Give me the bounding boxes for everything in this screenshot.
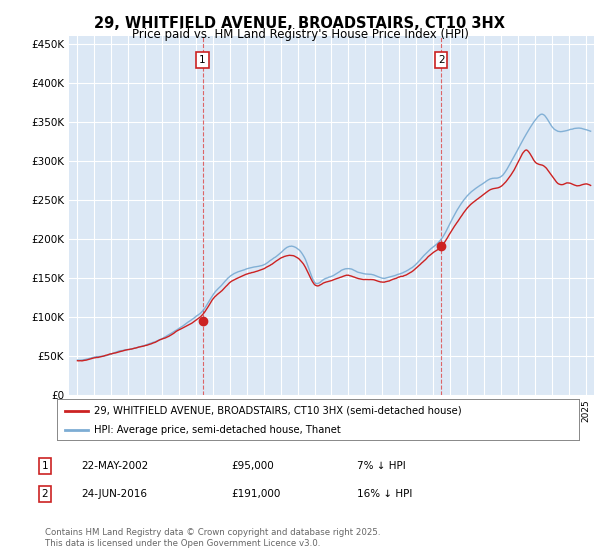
Text: Price paid vs. HM Land Registry's House Price Index (HPI): Price paid vs. HM Land Registry's House … — [131, 28, 469, 41]
Text: 29, WHITFIELD AVENUE, BROADSTAIRS, CT10 3HX (semi-detached house): 29, WHITFIELD AVENUE, BROADSTAIRS, CT10 … — [94, 405, 461, 416]
Text: 1: 1 — [199, 55, 206, 65]
Text: 29, WHITFIELD AVENUE, BROADSTAIRS, CT10 3HX: 29, WHITFIELD AVENUE, BROADSTAIRS, CT10 … — [95, 16, 505, 31]
Text: HPI: Average price, semi-detached house, Thanet: HPI: Average price, semi-detached house,… — [94, 424, 340, 435]
Text: 7% ↓ HPI: 7% ↓ HPI — [357, 461, 406, 471]
Text: £95,000: £95,000 — [231, 461, 274, 471]
Text: 22-MAY-2002: 22-MAY-2002 — [81, 461, 148, 471]
Text: £191,000: £191,000 — [231, 489, 280, 499]
Text: 2: 2 — [438, 55, 445, 65]
Text: 16% ↓ HPI: 16% ↓ HPI — [357, 489, 412, 499]
Text: 2: 2 — [41, 489, 49, 499]
Text: 24-JUN-2016: 24-JUN-2016 — [81, 489, 147, 499]
Text: 1: 1 — [41, 461, 49, 471]
Text: Contains HM Land Registry data © Crown copyright and database right 2025.
This d: Contains HM Land Registry data © Crown c… — [45, 528, 380, 548]
